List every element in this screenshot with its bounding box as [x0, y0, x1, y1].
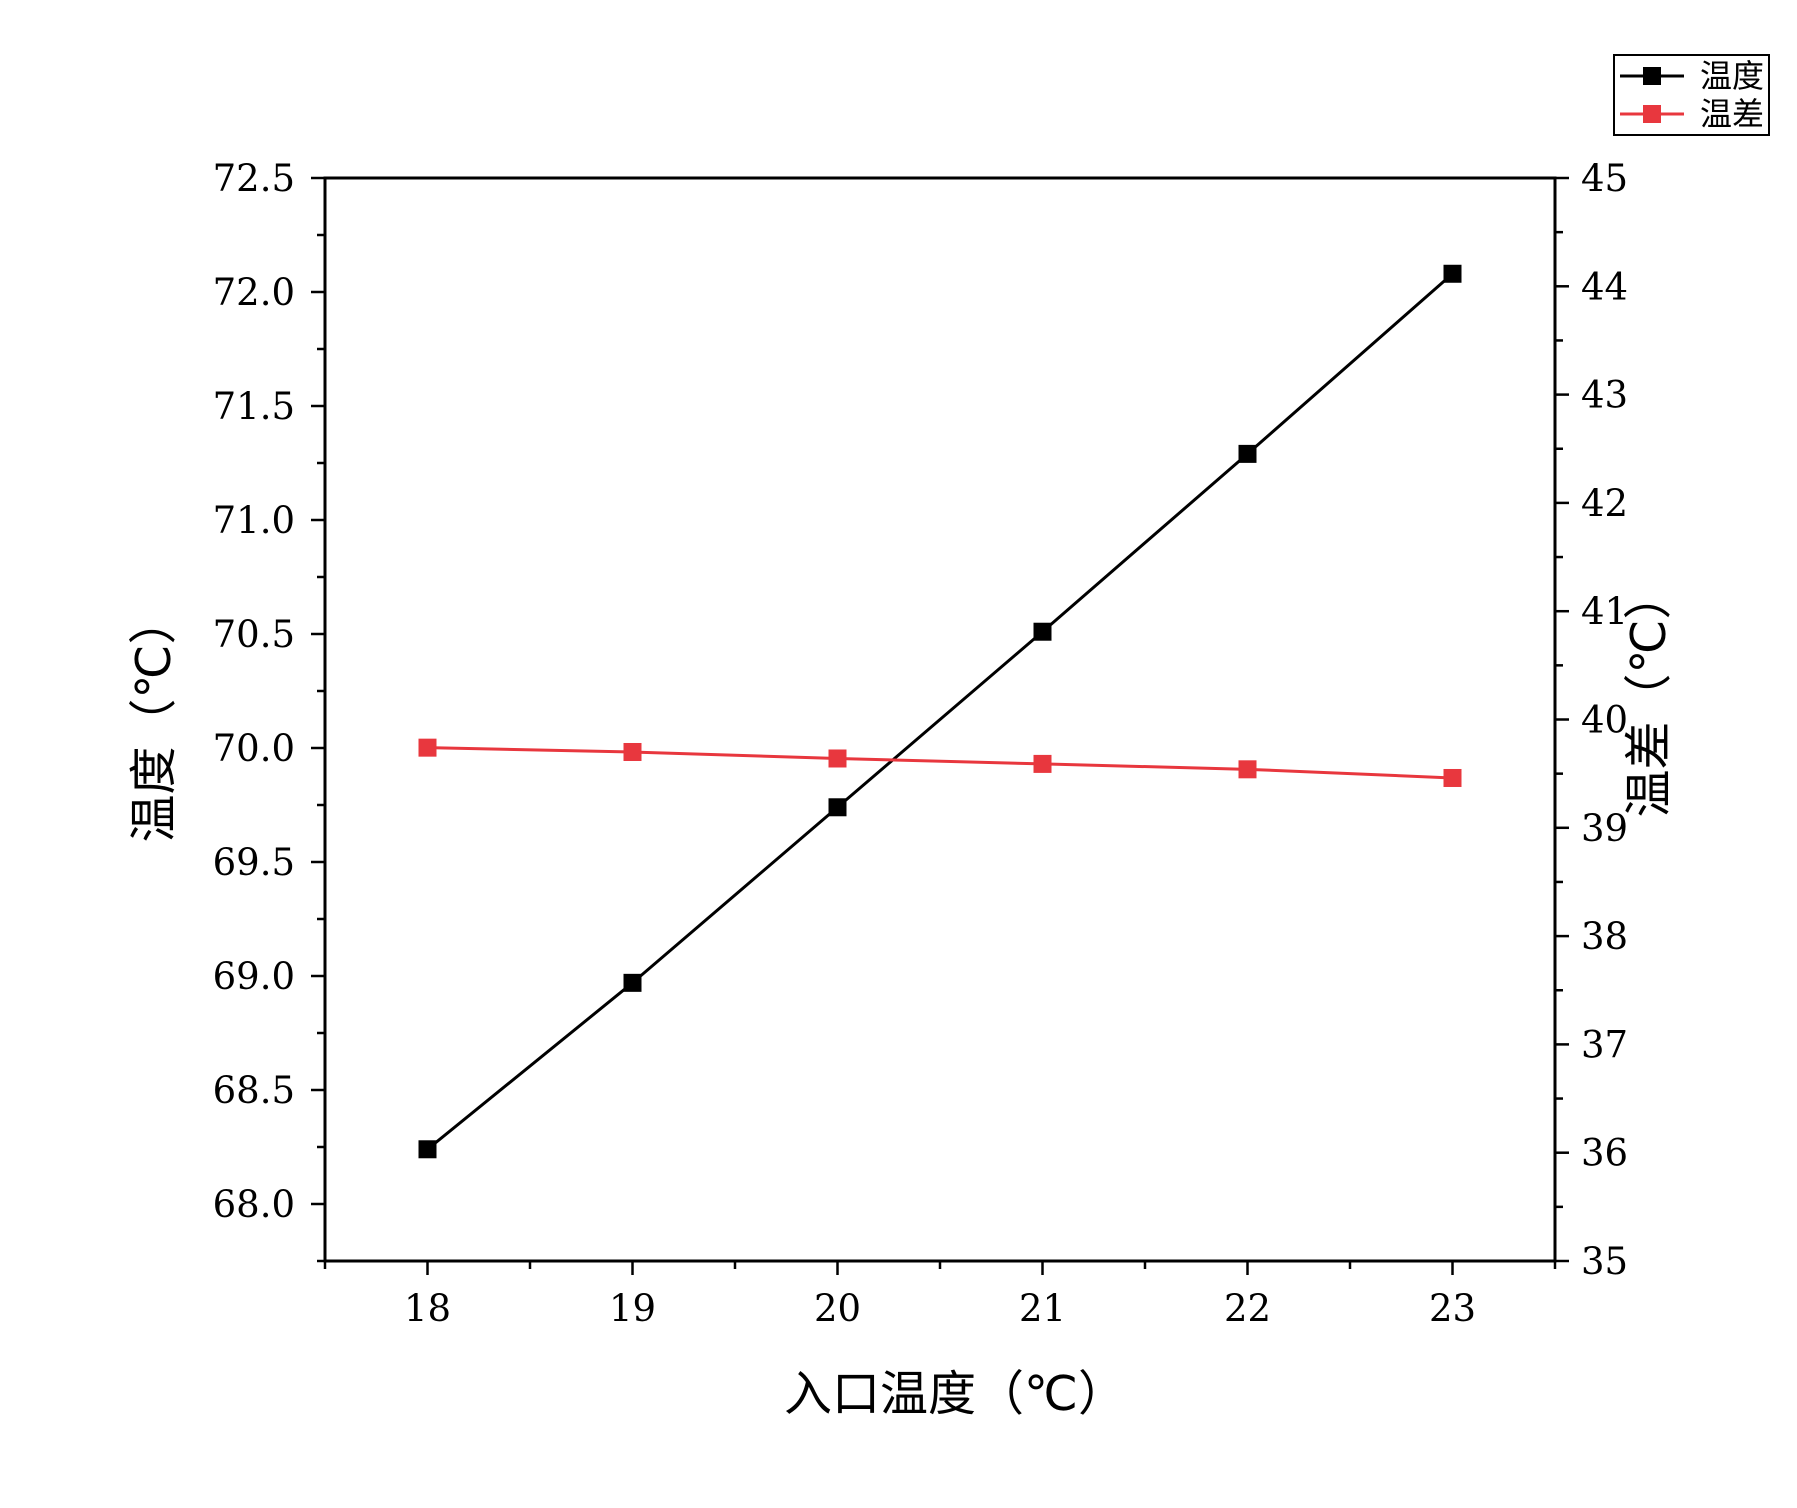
y-right-tick-label: 43 [1581, 374, 1628, 417]
y-right-tick-label: 37 [1581, 1023, 1628, 1066]
x-tick-label: 23 [1429, 1287, 1476, 1330]
plot-frame [323, 176, 1557, 1263]
legend-label-temperature-difference: 温差 [1700, 95, 1764, 133]
ticks-layer: 18 19 20 21 22 23 68.0 68.5 69.0 69.5 70.0 70.5 71.0… [213, 157, 1628, 1330]
y-right-tick-label: 39 [1581, 807, 1628, 850]
data-point-temperature-difference [1033, 754, 1052, 773]
y-left-tick-label: 72.0 [213, 271, 295, 314]
x-axis-title: 入口温度（℃） [784, 1366, 1126, 1422]
y-right-tick-label: 42 [1581, 482, 1628, 525]
series-layer [418, 264, 1462, 1159]
data-point-temperature-difference [623, 742, 642, 761]
y-left-tick-label: 70.0 [213, 727, 295, 770]
data-point-temperature-difference [1443, 768, 1462, 787]
y-left-tick-label: 71.5 [213, 385, 295, 428]
y-right-tick-label: 41 [1581, 590, 1628, 633]
y-right-tick-label: 35 [1581, 1240, 1628, 1283]
legend-marker-temperature [1643, 67, 1661, 85]
data-point-temperature [418, 1140, 437, 1159]
y-right-tick-label: 44 [1581, 265, 1628, 308]
y-right-tick-label: 38 [1581, 915, 1628, 958]
x-tick-label: 20 [814, 1287, 861, 1330]
y-right-tick-label: 45 [1581, 157, 1628, 200]
data-point-temperature-difference [828, 749, 847, 768]
data-point-temperature-difference [1238, 760, 1257, 779]
data-point-temperature [1443, 264, 1462, 283]
y-right-axis-title: 温差（℃） [1621, 572, 1677, 818]
y-left-tick-label: 71.0 [213, 499, 295, 542]
x-tick-label: 22 [1224, 1287, 1271, 1330]
data-point-temperature [1033, 622, 1052, 641]
legend-marker-temperature-difference [1643, 105, 1661, 123]
data-point-temperature-difference [418, 738, 437, 757]
y-left-tick-label: 72.5 [213, 157, 295, 200]
x-tick-label: 19 [609, 1287, 656, 1330]
y-left-axis-title: 温度（℃） [126, 597, 182, 843]
x-tick-label: 21 [1019, 1287, 1066, 1330]
data-point-temperature [623, 973, 642, 992]
legend-box [1613, 54, 1770, 136]
data-point-temperature [828, 798, 847, 817]
legend-label-temperature: 温度 [1700, 57, 1764, 95]
y-left-tick-label: 68.0 [213, 1183, 295, 1226]
series-line-temperature-difference [427, 746, 1453, 780]
x-tick-label: 18 [404, 1287, 451, 1330]
y-left-tick-label: 69.5 [213, 841, 295, 884]
y-right-tick-label: 40 [1581, 699, 1628, 742]
y-left-tick-label: 70.5 [213, 613, 295, 656]
data-point-temperature [1238, 444, 1257, 463]
y-left-tick-label: 68.5 [213, 1069, 295, 1112]
series-line-temperature [426, 272, 1454, 1151]
y-right-tick-label: 36 [1581, 1132, 1628, 1175]
y-left-tick-label: 69.0 [213, 955, 295, 998]
